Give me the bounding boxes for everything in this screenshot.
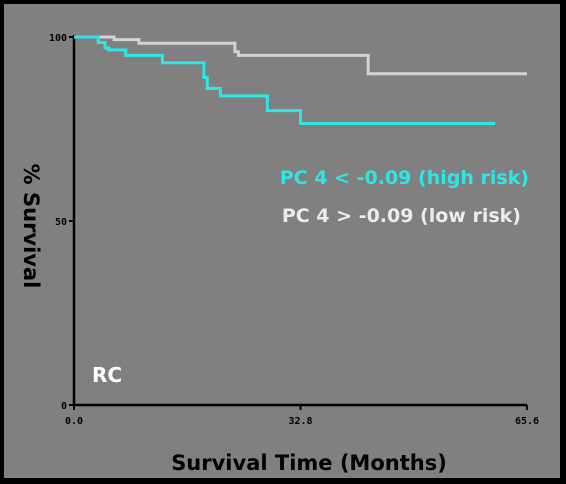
legend-entry-low-risk: PC 4 > -0.09 (low risk) <box>282 205 521 227</box>
series-line-0 <box>74 35 496 125</box>
x-axis-title: Survival Time (Months) <box>171 451 447 475</box>
series-line-1 <box>74 35 527 76</box>
axes: 0 50 100 0.0 32.8 65.6 <box>49 33 539 427</box>
panel-label: RC <box>92 363 122 387</box>
x-tick-label: 65.6 <box>515 416 539 427</box>
series-layer <box>74 35 527 125</box>
x-tick-label: 32.8 <box>288 416 312 427</box>
x-tick-label: 0.0 <box>65 416 83 427</box>
legend-entry-high-risk: PC 4 < -0.09 (high risk) <box>280 167 529 189</box>
y-tick-label: 100 <box>49 33 67 44</box>
y-axis-title: % Survival <box>19 164 43 289</box>
survival-chart: 0 50 100 0.0 32.8 65.6 Survival Time (Months)… <box>19 33 539 475</box>
y-tick-label: 50 <box>55 217 67 228</box>
y-tick-label: 0 <box>61 401 67 412</box>
chart-figure: 0 50 100 0.0 32.8 65.6 Survival Time (Months)… <box>3 3 561 479</box>
